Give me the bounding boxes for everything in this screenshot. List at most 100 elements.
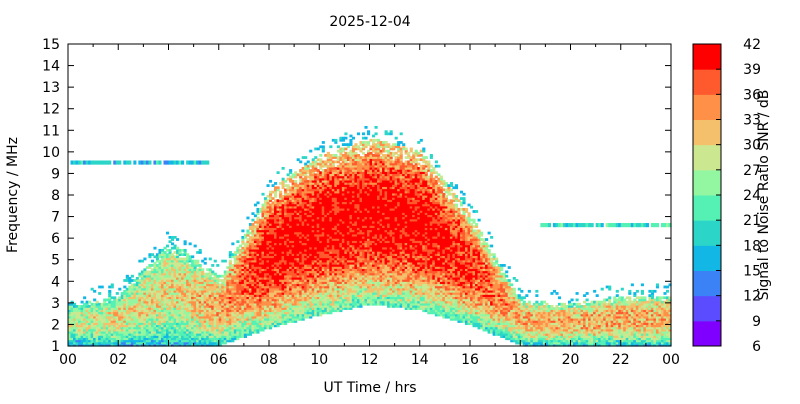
- heatmap-cell: [178, 330, 182, 334]
- heatmap-cell: [324, 264, 328, 267]
- heatmap-cell: [334, 287, 338, 291]
- heatmap-cell: [261, 203, 265, 207]
- heatmap-cell: [216, 276, 220, 280]
- heatmap-cell: [178, 307, 182, 310]
- heatmap-cell: [213, 341, 217, 345]
- heatmap-cell: [261, 231, 265, 235]
- heatmap-cell: [316, 251, 320, 254]
- heatmap-cell: [193, 266, 197, 269]
- heatmap-cell: [331, 179, 335, 183]
- heatmap-cell: [248, 242, 253, 246]
- heatmap-cell: [296, 192, 300, 196]
- heatmap-cell: [150, 326, 155, 330]
- heatmap-cell: [258, 220, 263, 224]
- heatmap-cell: [165, 333, 170, 336]
- heatmap-cell: [100, 326, 104, 330]
- heatmap-cell: [256, 298, 260, 302]
- heatmap-cell: [150, 322, 155, 326]
- heatmap-cell: [150, 287, 155, 291]
- heatmap-cell: [256, 238, 260, 241]
- heatmap-cell: [103, 337, 107, 341]
- heatmap-cell: [155, 335, 160, 338]
- heatmap-cell: [269, 197, 273, 200]
- heatmap-cell: [304, 313, 308, 317]
- heatmap-cell: [321, 300, 325, 304]
- heatmap-cell: [321, 147, 325, 151]
- heatmap-cell: [329, 177, 333, 181]
- heatmap-cell: [301, 311, 305, 315]
- heatmap-cell: [334, 212, 338, 216]
- heatmap-cell: [113, 307, 117, 310]
- heatmap-cell: [108, 294, 112, 297]
- heatmap-cell: [306, 276, 310, 280]
- heatmap-cell: [289, 205, 293, 209]
- heatmap-cell: [339, 199, 343, 203]
- heatmap-cell: [291, 283, 295, 287]
- heatmap-cell: [85, 343, 89, 347]
- heatmap-cell: [263, 199, 268, 203]
- heatmap-cell: [105, 313, 109, 317]
- heatmap-cell: [281, 203, 285, 207]
- heatmap-cell: [311, 300, 315, 304]
- heatmap-cell: [296, 212, 300, 216]
- heatmap-cell: [289, 171, 293, 175]
- heatmap-cell: [181, 285, 185, 289]
- heatmap-cell: [258, 281, 263, 285]
- heatmap-cell: [319, 246, 323, 250]
- heatmap-cell: [168, 315, 172, 319]
- heatmap-cell: [165, 253, 170, 256]
- heatmap-cell: [294, 257, 298, 261]
- heatmap-cell: [176, 328, 180, 332]
- heatmap-cell: [266, 231, 270, 235]
- heatmap-cell: [163, 251, 167, 254]
- heatmap-cell: [269, 309, 273, 313]
- heatmap-cell: [191, 311, 195, 315]
- heatmap-cell: [213, 326, 217, 330]
- heatmap-cell: [331, 261, 335, 265]
- heatmap-cell: [115, 341, 119, 345]
- heatmap-cell: [236, 276, 240, 280]
- heatmap-cell: [191, 305, 195, 308]
- heatmap-cell: [269, 242, 273, 246]
- heatmap-cell: [125, 335, 129, 338]
- heatmap-cell: [251, 298, 255, 302]
- heatmap-cell: [256, 244, 260, 248]
- heatmap-cell: [306, 205, 310, 209]
- heatmap-cell: [70, 341, 74, 345]
- heatmap-cell: [173, 302, 177, 306]
- heatmap-cell: [263, 248, 268, 252]
- heatmap-cell: [223, 289, 227, 293]
- heatmap-cell: [281, 292, 285, 295]
- heatmap-cell: [88, 343, 92, 347]
- heatmap-cell: [85, 307, 89, 310]
- heatmap-cell: [329, 201, 333, 205]
- heatmap-cell: [276, 240, 280, 244]
- heatmap-cell: [336, 216, 340, 220]
- heatmap-cell: [228, 324, 232, 328]
- heatmap-cell: [201, 276, 205, 280]
- heatmap-cell: [253, 242, 258, 246]
- heatmap-cell: [165, 335, 170, 338]
- heatmap-cell: [181, 300, 185, 304]
- heatmap-cell: [311, 220, 315, 224]
- heatmap-cell: [331, 281, 335, 285]
- heatmap-cell: [336, 268, 340, 272]
- heatmap-cell: [306, 203, 310, 207]
- heatmap-cell: [226, 298, 230, 302]
- heatmap-cell: [339, 136, 343, 140]
- heatmap-cell: [319, 227, 323, 231]
- heatmap-cell: [326, 270, 330, 274]
- heatmap-cell: [319, 266, 323, 269]
- heatmap-cell: [289, 223, 293, 226]
- heatmap-cell: [246, 270, 250, 274]
- heatmap-cell: [181, 309, 185, 313]
- heatmap-cell: [301, 281, 305, 285]
- heatmap-cell: [153, 302, 157, 306]
- heatmap-cell: [319, 272, 323, 276]
- heatmap-cell: [309, 279, 313, 282]
- heatmap-cell: [296, 294, 300, 297]
- heatmap-cell: [299, 218, 303, 222]
- heatmap-cell: [231, 294, 235, 297]
- heatmap-cell: [120, 298, 124, 302]
- heatmap-cell: [289, 302, 293, 306]
